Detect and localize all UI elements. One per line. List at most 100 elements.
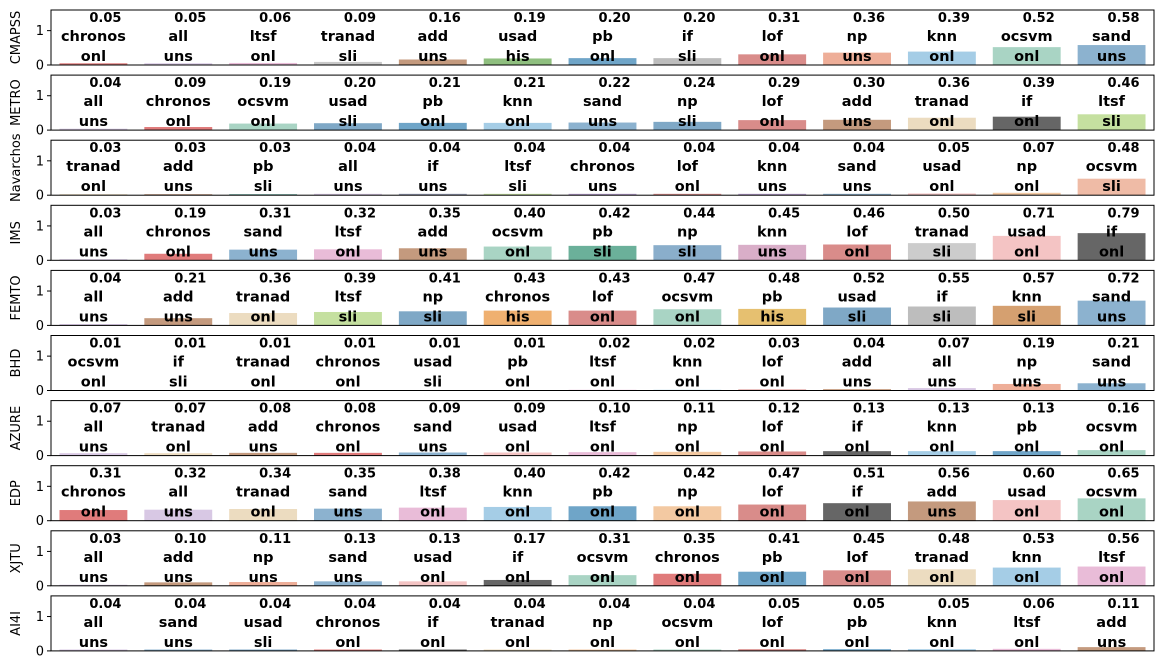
model-label: add (163, 159, 194, 175)
value-label: 0.48 (1108, 141, 1140, 156)
mode-label: onl (1014, 440, 1039, 456)
panel-navarchos: 0 1 Navarchos 0.03 tranad onl 0.03 add uns 0.03 pb… (9, 133, 1155, 204)
y-axis-label: Navarchos (9, 133, 24, 202)
mode-label: onl (250, 309, 275, 325)
bar-knn (738, 193, 807, 196)
bar-ltsf (1077, 114, 1146, 131)
mode-label: onl (675, 505, 700, 521)
mode-label: uns (1097, 309, 1126, 325)
model-label: ltsf (1098, 94, 1126, 110)
value-label: 0.35 (429, 206, 461, 221)
bar-pb (568, 245, 637, 261)
bar-sand (229, 249, 298, 261)
value-label: 0.20 (683, 11, 715, 26)
model-label: if (1021, 94, 1033, 110)
bar-pb (229, 194, 298, 196)
model-label: ocsvm (1086, 420, 1138, 436)
value-label: 0.71 (1023, 206, 1055, 221)
value-label: 0.42 (683, 467, 715, 482)
mode-label: sli (339, 114, 358, 130)
model-label: all (84, 289, 104, 305)
mode-label: uns (927, 505, 956, 521)
bar-np (398, 311, 467, 326)
model-label: tranad (236, 355, 290, 371)
bar-all (59, 584, 128, 586)
model-label: usad (244, 615, 283, 631)
bar-ltsf (314, 311, 382, 326)
value-label: 0.20 (598, 11, 630, 26)
value-label: 0.04 (344, 141, 376, 156)
model-label: tranad (490, 615, 544, 631)
model-label: chronos (570, 159, 635, 175)
bar-chronos (314, 452, 382, 456)
model-label: pb (1016, 420, 1037, 436)
value-label: 0.06 (1023, 597, 1055, 612)
model-label: knn (1012, 289, 1042, 305)
bar-pb (738, 571, 807, 586)
value-label: 0.04 (89, 597, 121, 612)
mode-label: his (506, 309, 530, 325)
value-label: 0.04 (514, 597, 546, 612)
bar-lof (568, 310, 637, 326)
value-label: 0.55 (938, 271, 970, 286)
model-label: knn (1012, 550, 1042, 566)
y-axis-label: IMS (9, 221, 24, 244)
y-axis-label: CMAPSS (9, 11, 24, 65)
model-label: add (1096, 615, 1127, 631)
value-label: 0.36 (938, 76, 970, 91)
model-label: np (847, 29, 868, 45)
model-label: pb (422, 94, 443, 110)
value-label: 0.46 (853, 206, 885, 221)
value-label: 0.04 (598, 597, 630, 612)
bar-if (653, 58, 722, 66)
value-label: 0.09 (344, 11, 376, 26)
bar-pb (568, 506, 637, 521)
bar-ltsf (992, 648, 1061, 651)
value-label: 0.03 (174, 141, 206, 156)
mode-label: onl (1099, 244, 1124, 260)
value-label: 0.47 (683, 271, 715, 286)
y-tick-label: 0 (36, 59, 44, 74)
mode-label: sli (169, 375, 188, 391)
mode-label: onl (1099, 440, 1124, 456)
model-label: ocsvm (661, 289, 713, 305)
model-label: if (936, 289, 948, 305)
value-label: 0.39 (344, 271, 376, 286)
value-label: 0.03 (768, 337, 800, 352)
value-label: 0.19 (514, 11, 546, 26)
bar-usad (992, 235, 1061, 261)
y-axis-label: AZURE (9, 406, 24, 451)
model-label: np (1016, 159, 1037, 175)
mode-label: onl (675, 440, 700, 456)
bar-np (823, 52, 891, 66)
model-label: lof (762, 94, 784, 110)
value-label: 0.39 (938, 11, 970, 26)
mode-label: onl (1014, 570, 1039, 586)
value-label: 0.36 (853, 11, 885, 26)
mode-label: sli (1017, 309, 1036, 325)
mode-label: onl (250, 114, 275, 130)
model-label: tranad (321, 29, 375, 45)
mode-label: onl (844, 635, 869, 651)
value-label: 0.42 (598, 467, 630, 482)
value-label: 0.01 (514, 337, 546, 352)
value-label: 0.39 (1023, 76, 1055, 91)
value-label: 0.41 (768, 532, 800, 547)
model-label: if (682, 29, 694, 45)
value-label: 0.10 (598, 402, 630, 417)
value-label: 0.60 (1023, 467, 1055, 482)
bar-knn (992, 567, 1061, 586)
bar-chronos (144, 253, 213, 261)
bar-knn (907, 51, 976, 65)
value-label: 0.16 (429, 11, 461, 26)
value-label: 0.06 (259, 11, 291, 26)
value-label: 0.57 (1023, 271, 1055, 286)
value-label: 0.13 (1023, 402, 1055, 417)
model-label: sand (159, 615, 198, 631)
model-label: np (677, 420, 698, 436)
mode-label: uns (927, 375, 956, 391)
bar-add (144, 318, 213, 326)
value-label: 0.09 (174, 76, 206, 91)
value-label: 0.20 (344, 76, 376, 91)
model-label: knn (757, 159, 787, 175)
